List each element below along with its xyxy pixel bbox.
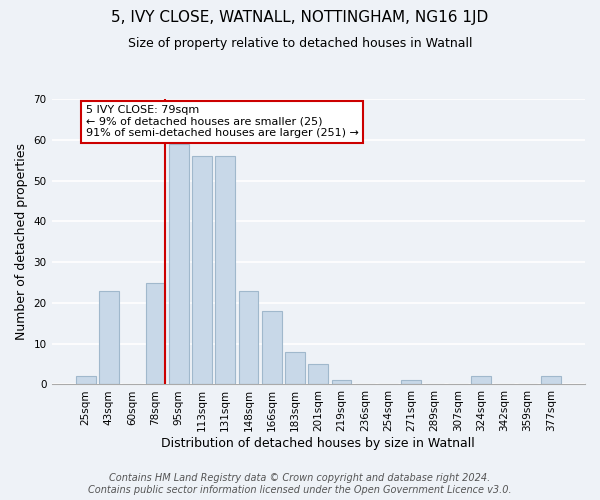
Text: Contains HM Land Registry data © Crown copyright and database right 2024.
Contai: Contains HM Land Registry data © Crown c… <box>88 474 512 495</box>
Bar <box>308 364 328 384</box>
Bar <box>169 144 188 384</box>
Text: Size of property relative to detached houses in Watnall: Size of property relative to detached ho… <box>128 38 472 51</box>
Bar <box>541 376 561 384</box>
Bar <box>192 156 212 384</box>
Text: 5 IVY CLOSE: 79sqm
← 9% of detached houses are smaller (25)
91% of semi-detached: 5 IVY CLOSE: 79sqm ← 9% of detached hous… <box>86 105 359 138</box>
Bar <box>285 352 305 384</box>
Bar <box>401 380 421 384</box>
Bar <box>332 380 352 384</box>
Bar <box>239 290 259 384</box>
Bar <box>471 376 491 384</box>
Y-axis label: Number of detached properties: Number of detached properties <box>15 143 28 340</box>
Text: 5, IVY CLOSE, WATNALL, NOTTINGHAM, NG16 1JD: 5, IVY CLOSE, WATNALL, NOTTINGHAM, NG16 … <box>112 10 488 25</box>
Bar <box>99 290 119 384</box>
Bar <box>215 156 235 384</box>
X-axis label: Distribution of detached houses by size in Watnall: Distribution of detached houses by size … <box>161 437 475 450</box>
Bar <box>146 282 166 384</box>
Bar <box>76 376 95 384</box>
Bar <box>262 311 281 384</box>
